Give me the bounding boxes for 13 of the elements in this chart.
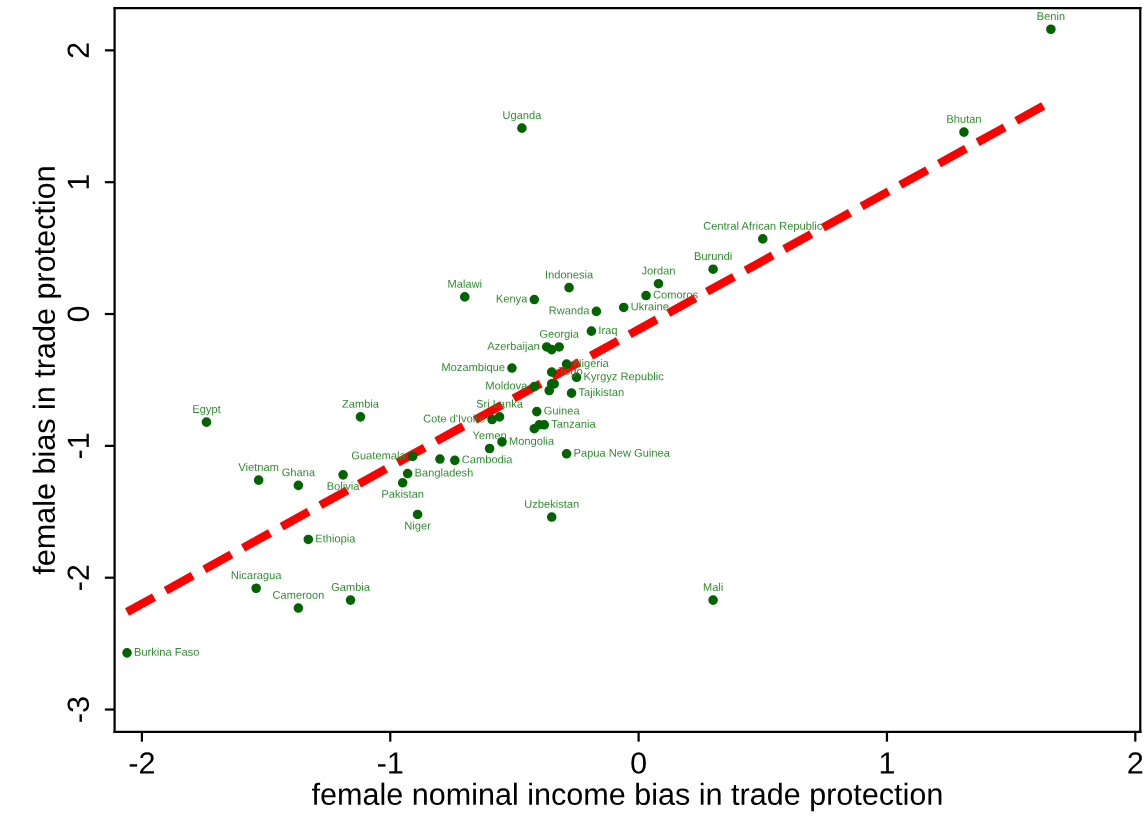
y-tick-label: 0 [67,306,90,322]
x-tick-label: 2 [1128,752,1143,774]
x-tick-label: -1 [378,752,403,774]
x-tick-label: -2 [129,752,154,774]
x-axis-title: female nominal income bias in trade protection [311,782,942,812]
y-tick-label: -2 [67,565,89,590]
y-tick-label: -1 [67,433,89,459]
y-tick-label: 2 [67,43,89,58]
y-tick-label: 1 [67,175,89,189]
y-tick-label: -3 [67,697,90,722]
x-tick-label: 1 [880,752,894,774]
y-axis-title: female bias in trade protection [32,167,62,575]
x-tick-label: 0 [631,752,646,774]
